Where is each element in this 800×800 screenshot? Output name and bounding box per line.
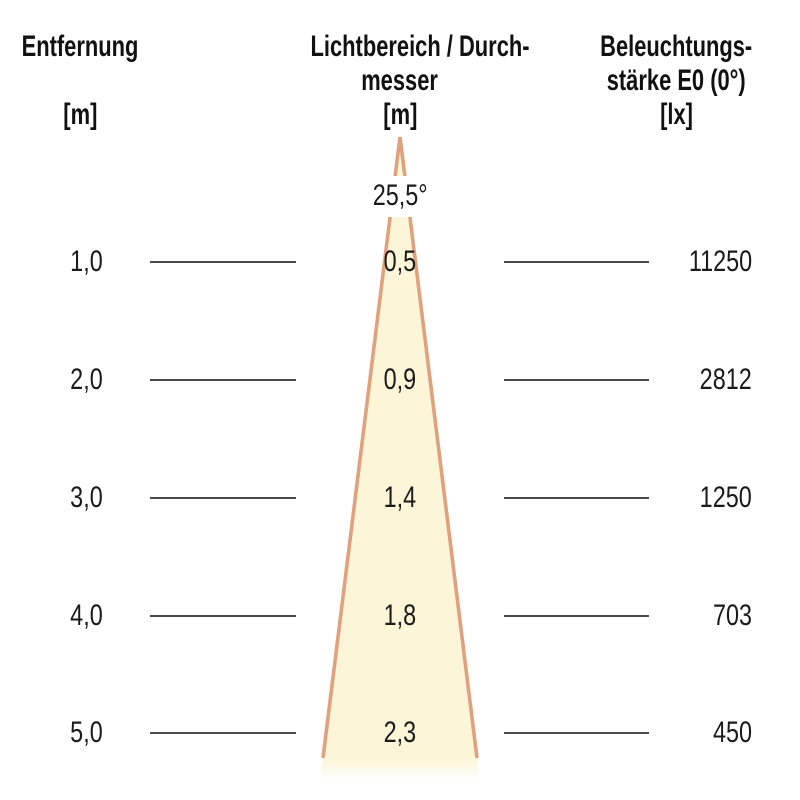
row-connector-line-left	[150, 497, 296, 499]
table-row: 1,0 0,5 11250	[0, 244, 800, 280]
illuminance-value: 11250	[688, 245, 752, 278]
light-beam-edge-right	[398, 136, 479, 759]
table-row: 3,0 1,4 1250	[0, 480, 800, 516]
header-diameter: Lichtbereich / Durch- messer [m]	[270, 30, 530, 132]
diameter-value: 0,9	[383, 363, 417, 396]
row-connector-line-left	[150, 261, 296, 263]
distance-value: 3,0	[70, 481, 103, 514]
header-diameter-unit: [m]	[382, 98, 418, 131]
diameter-value: 0,5	[383, 245, 417, 278]
diameter-value: 1,4	[383, 481, 417, 514]
row-connector-line-left	[150, 732, 296, 734]
header-illuminance-unit: [lx]	[659, 98, 693, 131]
distance-value: 1,0	[70, 245, 103, 278]
table-row: 5,0 2,3 450	[0, 715, 800, 751]
row-connector-line-right	[504, 615, 649, 617]
row-connector-line-left	[150, 615, 296, 617]
row-connector-line-right	[504, 497, 649, 499]
header-diameter-title-2: messer	[361, 64, 439, 97]
row-connector-line-right	[504, 261, 649, 263]
header-illuminance-title-1: Beleuchtungs-	[599, 30, 753, 63]
diameter-value: 2,3	[383, 716, 417, 749]
header-distance: Entfernung [m]	[0, 30, 160, 132]
row-connector-line-right	[504, 732, 649, 734]
distance-value: 4,0	[70, 599, 103, 632]
illuminance-value: 1250	[699, 481, 752, 514]
header-distance-title: Entfernung	[21, 30, 139, 63]
angle-label-mask	[352, 176, 448, 217]
illuminance-value: 450	[712, 716, 752, 749]
light-beam-fade	[320, 760, 480, 779]
header-diameter-title-1: Lichtbereich / Durch-	[310, 30, 530, 63]
distance-value: 2,0	[70, 363, 103, 396]
light-beam-edge-left	[321, 136, 402, 759]
light-beam-fill	[323, 137, 477, 760]
header-distance-spacer	[0, 64, 160, 98]
table-row: 2,0 0,9 2812	[0, 362, 800, 398]
beam-angle-label: 25,5°	[372, 179, 428, 212]
header-illuminance: Beleuchtungs- stärke E0 (0°) [lx]	[566, 30, 786, 132]
distance-value: 5,0	[70, 716, 103, 749]
illuminance-value: 703	[712, 599, 752, 632]
row-connector-line-left	[150, 379, 296, 381]
row-connector-line-right	[504, 379, 649, 381]
illuminance-value: 2812	[699, 363, 752, 396]
header-distance-unit: [m]	[62, 98, 98, 131]
header-illuminance-title-2: stärke E0 (0°)	[606, 64, 746, 97]
table-row: 4,0 1,8 703	[0, 598, 800, 634]
diameter-value: 1,8	[383, 599, 417, 632]
